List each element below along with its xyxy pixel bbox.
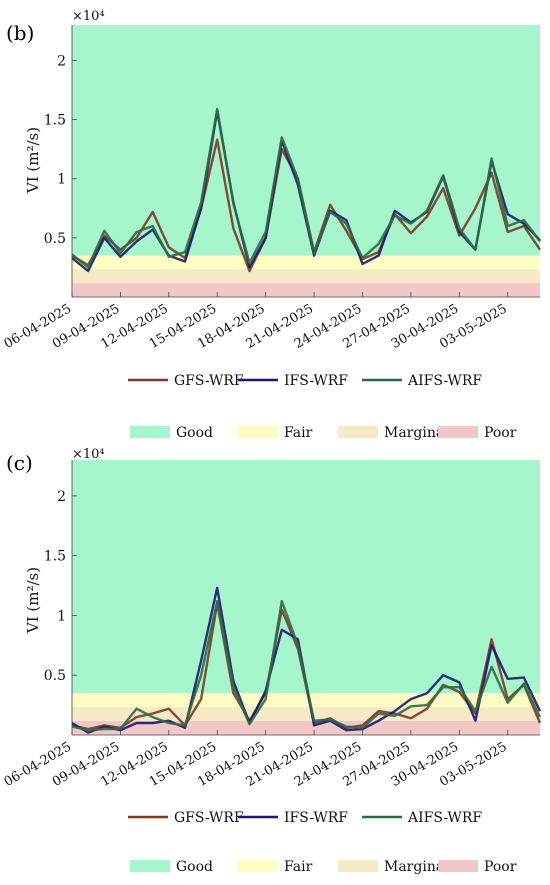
series-line-aifs-wrf xyxy=(71,107,541,269)
legend-label: AIFS-WRF xyxy=(407,810,482,826)
legend-label: Poor xyxy=(484,425,517,441)
legend-label: IFS-WRF xyxy=(284,810,348,826)
legend-label: Fair xyxy=(284,425,313,441)
legend-swatch-poor xyxy=(438,860,478,872)
y-exponent-label: ×10⁴ xyxy=(72,9,105,24)
band-good xyxy=(72,460,540,694)
legend-label: Good xyxy=(176,859,213,875)
legend-swatch-good xyxy=(130,426,170,438)
band-fair xyxy=(72,693,540,707)
legend-swatch-fair xyxy=(238,860,278,872)
legend-label: Marginal xyxy=(384,425,449,441)
y-axis-label: VI (m²/s) xyxy=(24,567,42,634)
y-tick-label: 1.5 xyxy=(44,549,66,565)
y-tick-label: 0.5 xyxy=(44,668,66,684)
legend-label: Poor xyxy=(484,859,517,875)
legend-swatch-marginal xyxy=(338,860,378,872)
legend-swatch-good xyxy=(130,860,170,872)
panel-label: (b) xyxy=(6,21,34,45)
panel-label: (c) xyxy=(6,451,33,475)
legend-label: Good xyxy=(176,425,213,441)
legend-label: Marginal xyxy=(384,859,449,875)
series-line-aifs-wrf xyxy=(71,599,542,732)
chart-panel-b: 0.511.5206-04-202509-04-202512-04-202515… xyxy=(2,9,541,441)
band-poor xyxy=(72,720,540,735)
legend-swatch-marginal xyxy=(338,426,378,438)
legend-label: GFS-WRF xyxy=(174,373,244,389)
legend-label: Fair xyxy=(284,859,313,875)
y-tick-label: 2 xyxy=(57,53,66,69)
legend-swatch-poor xyxy=(438,426,478,438)
y-tick-label: 0.5 xyxy=(44,231,66,247)
band-fair xyxy=(72,255,540,270)
y-tick-label: 1 xyxy=(57,608,66,624)
band-poor xyxy=(72,283,540,297)
chart-panel-c: 0.511.5206-04-202509-04-202512-04-202515… xyxy=(2,447,542,875)
legend-label: GFS-WRF xyxy=(174,810,244,826)
y-tick-label: 1 xyxy=(57,172,66,188)
legend-label: IFS-WRF xyxy=(284,373,348,389)
y-exponent-label: ×10⁴ xyxy=(72,447,105,462)
band-marginal xyxy=(72,269,540,284)
legend-label: AIFS-WRF xyxy=(407,373,482,389)
y-tick-label: 1.5 xyxy=(44,113,66,129)
y-axis-label: VI (m²/s) xyxy=(24,127,42,194)
legend-swatch-fair xyxy=(238,426,278,438)
y-tick-label: 2 xyxy=(57,489,66,505)
